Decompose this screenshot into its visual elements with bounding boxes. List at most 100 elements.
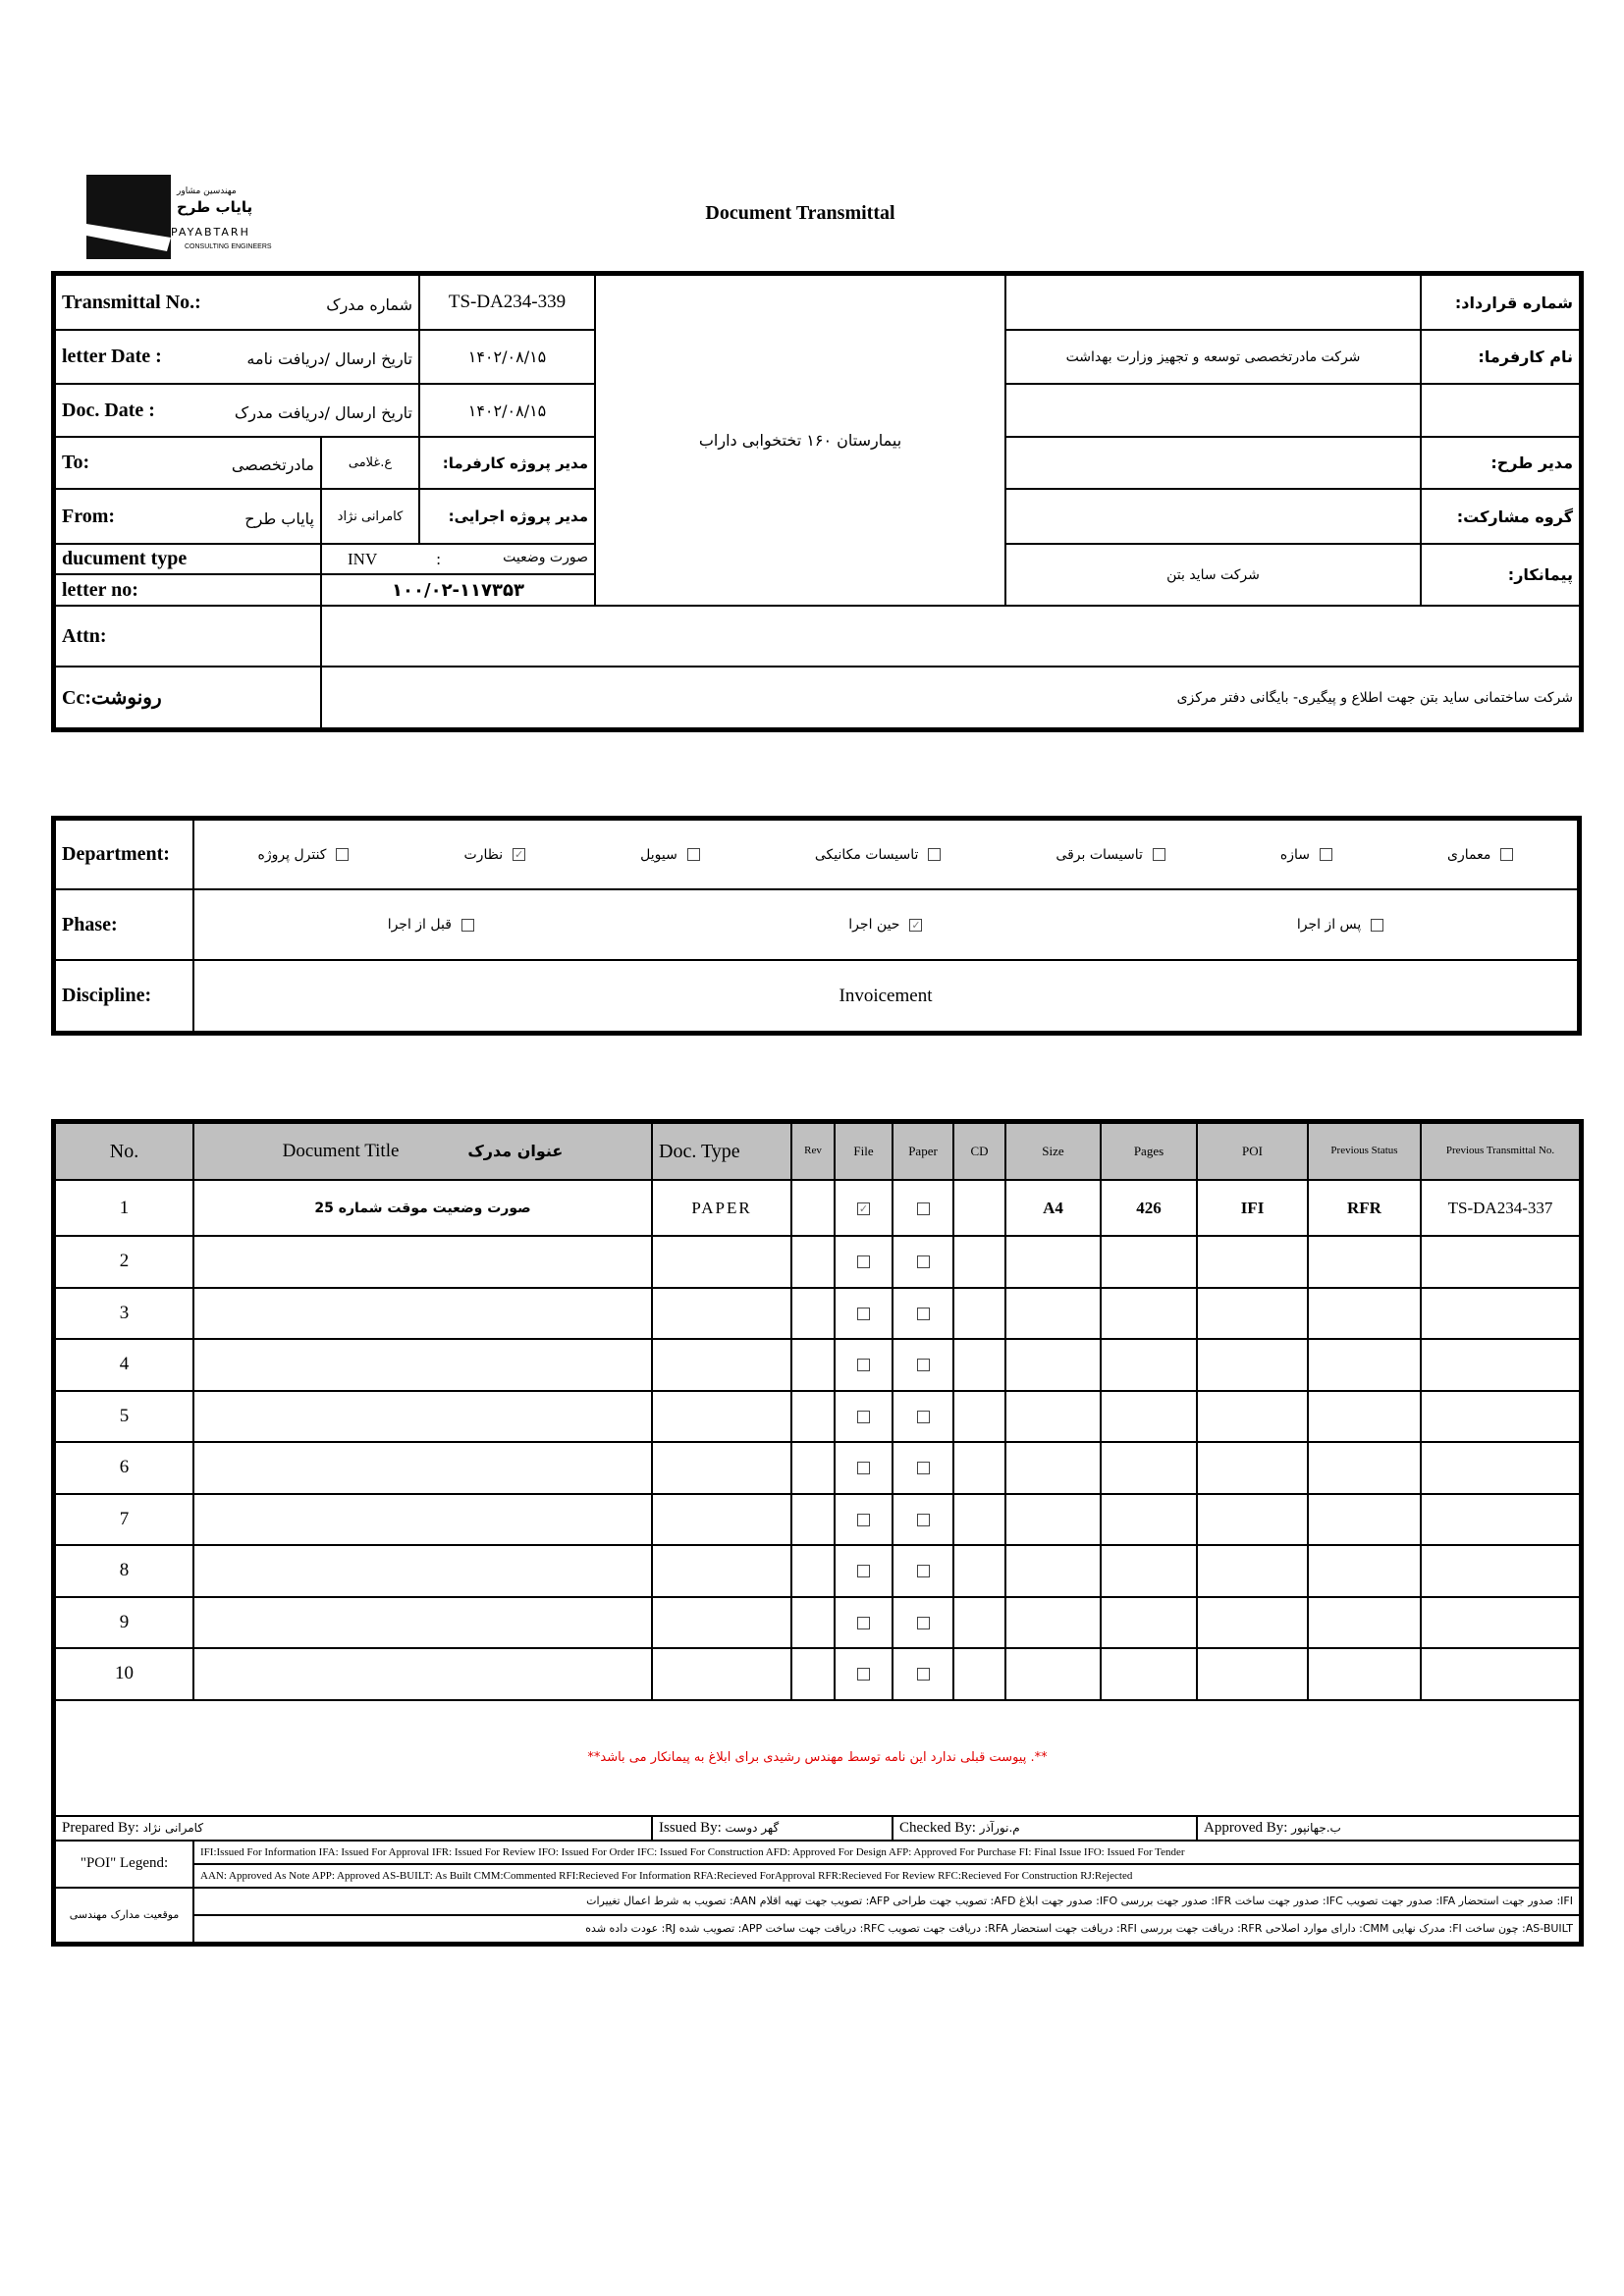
file-checkbox[interactable] (857, 1462, 870, 1475)
header-previous-status: Previous Status (1307, 1122, 1422, 1181)
status-legend-line-1: IFI: صدور جهت استحضار IFA: صدور جهت تصوی… (192, 1886, 1581, 1916)
department-option[interactable]: کنترل پروژه (258, 847, 350, 863)
department-option[interactable]: معماری (1447, 846, 1514, 863)
table-row: 2 (54, 1235, 1581, 1289)
signature-row: Prepared By: کامرانی نژاد Issued By: گهر… (54, 1814, 1581, 1842)
paper-checkbox[interactable] (916, 1565, 930, 1578)
issued-by-value: گهر دوست (725, 1820, 780, 1835)
department-options: معماری سازه تاسیسات برقی تاسیسات مکانیکی سیو… (200, 847, 1571, 863)
row-paper-cell (892, 1179, 954, 1237)
file-checkbox[interactable] (857, 1616, 870, 1629)
row-paper-cell (892, 1544, 954, 1598)
row-size (1004, 1544, 1102, 1598)
phase-option[interactable]: پس از اجرا (1297, 917, 1384, 933)
header-rev: Rev (790, 1122, 836, 1181)
row-previous-transmittal (1420, 1544, 1581, 1598)
row-cd (952, 1338, 1006, 1392)
department-option[interactable]: تاسیسات برقی (1056, 847, 1165, 863)
paper-checkbox[interactable] (916, 1410, 930, 1423)
department-checkbox[interactable] (928, 848, 942, 861)
paper-checkbox[interactable] (916, 1668, 930, 1682)
phase-checkbox[interactable] (1371, 918, 1384, 932)
phase-option-label: حین اجرا (848, 917, 900, 933)
paper-checkbox[interactable] (916, 1255, 930, 1269)
status-legend-label: موقعیت مدارک مهندسی (54, 1886, 194, 1944)
row-number: 4 (54, 1338, 194, 1392)
department-checkbox[interactable] (336, 848, 350, 861)
approved-by-label: Approved By: (1204, 1819, 1288, 1836)
department-checkbox[interactable] (1320, 848, 1333, 861)
department-checkbox[interactable] (1500, 848, 1514, 861)
paper-checkbox[interactable] (916, 1616, 930, 1629)
discipline-label: Discipline: (54, 959, 194, 1033)
phase-option[interactable]: ✓ حین اجرا (848, 917, 923, 933)
row-previous-status (1307, 1544, 1422, 1598)
row-pages: 426 (1100, 1179, 1198, 1237)
department-label: Department: (54, 819, 194, 890)
doc-type-separator: : (436, 549, 441, 568)
paper-checkbox[interactable] (916, 1201, 930, 1215)
company-logo: مهندسین مشاور پایاب طرح PAYABTARH CONSUL… (86, 175, 293, 259)
row-cd (952, 1544, 1006, 1598)
department-checkbox[interactable] (1152, 848, 1165, 861)
row-previous-status (1307, 1389, 1422, 1443)
file-checkbox[interactable] (857, 1359, 870, 1372)
header-file: File (834, 1122, 893, 1181)
department-option[interactable]: سازه (1279, 846, 1333, 863)
department-option[interactable]: ✓ نظارت (464, 847, 526, 863)
row-title (192, 1441, 653, 1495)
row-poi (1196, 1544, 1309, 1598)
paper-checkbox[interactable] (916, 1307, 930, 1320)
partnership-label: گروه مشارکت: (1420, 488, 1581, 545)
row-size (1004, 1389, 1102, 1443)
row-number: 3 (54, 1286, 194, 1340)
paper-checkbox[interactable] (916, 1359, 930, 1372)
row-previous-transmittal (1420, 1286, 1581, 1340)
approved-by-value: ب.جهانپور (1291, 1820, 1341, 1835)
paper-checkbox[interactable] (916, 1462, 930, 1475)
row-pages (1100, 1338, 1198, 1392)
department-option-label: معماری (1447, 846, 1491, 863)
file-checkbox[interactable] (857, 1513, 870, 1526)
row-file-cell: ✓ (834, 1179, 893, 1237)
transmittal-no-cell: Transmittal No.: شماره مدرک (54, 274, 420, 331)
row-previous-transmittal (1420, 1492, 1581, 1546)
row-size (1004, 1286, 1102, 1340)
file-checkbox[interactable] (857, 1668, 870, 1682)
phase-option-label: قبل از اجرا (387, 917, 452, 933)
phase-checkbox[interactable] (460, 918, 474, 932)
department-option[interactable]: سیویل (640, 847, 700, 863)
issued-by-label: Issued By: (659, 1819, 722, 1836)
attn-value (320, 605, 1581, 667)
department-option[interactable]: تاسیسات مکانیکی (815, 847, 942, 863)
file-checkbox[interactable] (857, 1410, 870, 1423)
paper-checkbox[interactable] (916, 1513, 930, 1526)
row-number: 8 (54, 1544, 194, 1598)
row-paper-cell (892, 1441, 954, 1495)
phase-option[interactable]: قبل از اجرا (388, 917, 474, 933)
row-file-cell (834, 1389, 893, 1443)
phase-checkbox[interactable]: ✓ (909, 918, 923, 932)
row-rev (790, 1235, 836, 1289)
row-cd (952, 1389, 1006, 1443)
department-option-label: سازه (1279, 846, 1311, 863)
department-checkbox[interactable] (686, 848, 700, 861)
file-checkbox[interactable] (857, 1307, 870, 1320)
doc-date-label: Doc. Date : (62, 399, 155, 421)
prepared-by-label: Prepared By: (62, 1819, 139, 1836)
from-label: From: (62, 505, 116, 527)
row-number: 9 (54, 1595, 194, 1649)
row-doc-type (651, 1544, 792, 1598)
row-doc-type (651, 1389, 792, 1443)
row-rev (790, 1338, 836, 1392)
transmittal-info-table: Transmittal No.: شماره مدرک TS-DA234-339 … (51, 271, 1584, 732)
client-value: شرکت مادرتخصصی توسعه و تجهیز وزارت بهداش… (1004, 329, 1422, 385)
table-row: 9 (54, 1595, 1581, 1649)
row-previous-transmittal: TS-DA234-337 (1420, 1179, 1581, 1237)
row-number: 7 (54, 1492, 194, 1546)
file-checkbox[interactable] (857, 1565, 870, 1578)
department-option-label: تاسیسات مکانیکی (814, 846, 919, 863)
department-checkbox[interactable]: ✓ (513, 848, 526, 861)
file-checkbox[interactable]: ✓ (857, 1201, 870, 1215)
file-checkbox[interactable] (857, 1255, 870, 1269)
